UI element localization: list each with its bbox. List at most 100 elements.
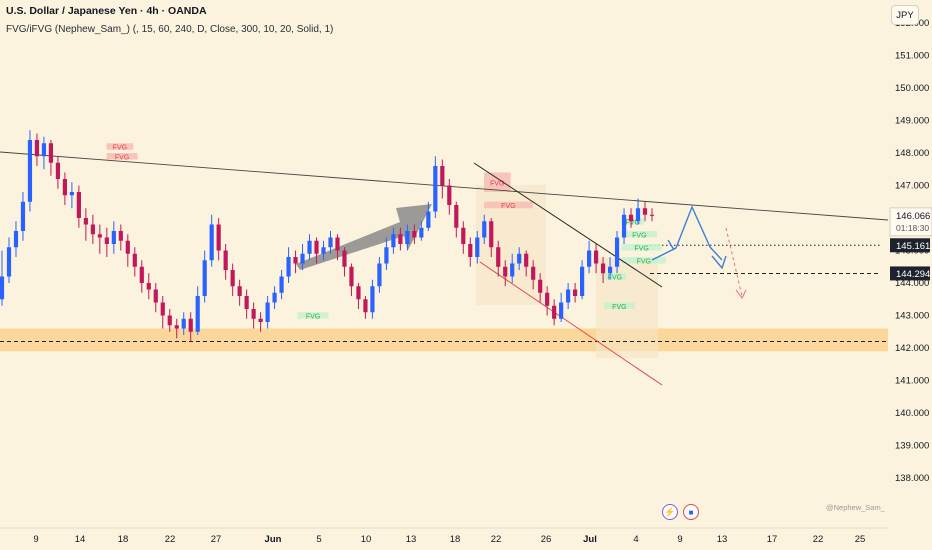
candle-body	[531, 266, 536, 280]
x-tick-label: 27	[211, 534, 222, 545]
candle	[223, 244, 228, 280]
candle-body	[538, 279, 543, 293]
candle	[41, 136, 47, 170]
candle-body	[69, 192, 74, 196]
y-tick-label: 140.000	[895, 408, 929, 419]
x-tick-label: Jun	[265, 534, 282, 545]
candle	[517, 247, 522, 270]
candle	[363, 296, 368, 319]
candle-body	[475, 237, 480, 257]
candle	[48, 140, 54, 176]
candle-body	[600, 263, 606, 274]
currency-button[interactable]: JPY	[891, 5, 919, 25]
candle	[510, 253, 515, 283]
candle-body	[489, 221, 494, 248]
candle	[258, 312, 263, 332]
candle	[181, 312, 186, 335]
candle	[621, 208, 627, 244]
candle	[489, 218, 494, 257]
x-tick-label: 17	[767, 534, 778, 545]
candle	[328, 231, 333, 254]
x-tick-label: 13	[406, 534, 417, 545]
candle-body	[524, 253, 529, 267]
candle-body	[27, 140, 33, 202]
candle	[167, 309, 172, 332]
candle	[244, 289, 249, 319]
indicator-legend[interactable]: FVG/iFVG (Nephew_Sam_) (, 15, 60, 240, D…	[6, 24, 334, 35]
candle	[426, 201, 431, 231]
candle	[593, 244, 599, 274]
candle	[405, 224, 410, 251]
candle-body	[503, 266, 508, 277]
fvg-label: FVG	[626, 219, 640, 226]
candle	[482, 214, 487, 244]
candle-body	[377, 263, 382, 287]
candle-body	[209, 224, 214, 261]
candle-body	[593, 250, 599, 264]
fvg-label: FVG	[113, 145, 127, 152]
price-badge	[890, 238, 930, 253]
candle	[349, 263, 354, 296]
candle	[314, 237, 319, 264]
candle-body	[111, 231, 116, 244]
candle-body	[265, 302, 270, 322]
candle	[454, 201, 459, 238]
candle-body	[468, 244, 473, 257]
candle	[272, 286, 277, 309]
candle-body	[412, 231, 417, 238]
fvg-label: FVG	[115, 154, 129, 161]
candle-body	[34, 140, 40, 157]
candle-body	[573, 289, 578, 296]
candle	[146, 273, 151, 300]
countdown-timer: 01:18:30	[896, 223, 929, 233]
candle	[398, 227, 403, 251]
candle-body	[461, 227, 466, 244]
candle	[6, 237, 12, 283]
candle-body	[6, 247, 12, 277]
candle-body	[174, 325, 179, 329]
candle-body	[55, 162, 61, 179]
candle-body	[181, 318, 186, 329]
lightning-icon[interactable]: ⚡	[662, 504, 678, 520]
candle-body	[251, 309, 256, 319]
candle	[342, 247, 347, 277]
projection-segment	[667, 239, 675, 251]
candle-body	[139, 266, 144, 283]
candle-body	[90, 224, 95, 235]
candle	[628, 208, 634, 228]
candle	[13, 221, 19, 257]
candle-body	[272, 292, 277, 303]
candle-body	[370, 286, 375, 313]
candle-body	[97, 234, 102, 238]
candle	[370, 279, 375, 319]
candle-body	[580, 266, 585, 296]
y-tick-label: 144.000	[895, 278, 929, 289]
y-tick-label: 148.000	[895, 148, 929, 159]
fvg-label: FVG	[634, 245, 648, 252]
y-tick-label: 139.000	[895, 441, 929, 452]
fvg-zone-bull	[603, 302, 635, 309]
symbol-title: U.S. Dollar / Japanese Yen · 4h · OANDA	[6, 5, 207, 17]
candle	[614, 231, 620, 274]
candle-body	[328, 237, 333, 248]
candle-body	[363, 299, 368, 313]
x-tick-label: 18	[118, 534, 129, 545]
fvg-zone-bull	[621, 244, 662, 251]
candle	[188, 312, 193, 342]
candle	[447, 179, 452, 215]
candle	[209, 214, 214, 267]
candle	[607, 257, 613, 280]
candle-body	[293, 257, 298, 264]
x-tick-label: 4	[633, 534, 638, 545]
candle	[237, 279, 242, 306]
candle	[461, 221, 466, 254]
fvg-label: FVG	[632, 232, 646, 239]
us-flag-icon[interactable]: ■	[683, 504, 699, 520]
x-tick-label: 9	[677, 534, 682, 545]
candle	[566, 283, 571, 309]
candle	[279, 270, 284, 300]
candle	[587, 240, 592, 274]
candle-body	[398, 234, 403, 244]
candle	[384, 237, 389, 270]
